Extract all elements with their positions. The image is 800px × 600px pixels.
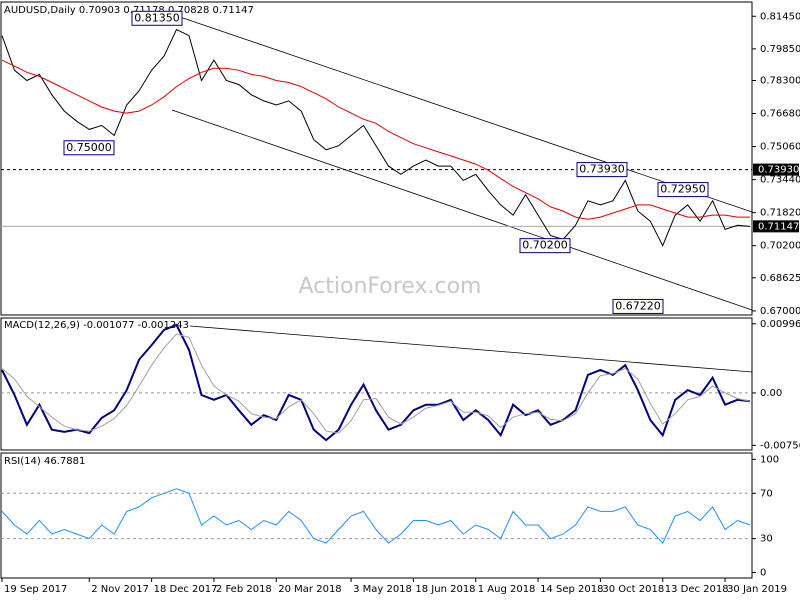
price-level-label: 0.71147	[758, 221, 799, 232]
annotation-label: 0.67220	[615, 299, 661, 312]
series-line	[1, 333, 751, 434]
y-tick-label: 0.70200	[760, 241, 800, 252]
y-tick-label: 0.73440	[760, 175, 800, 186]
series-line	[1, 488, 751, 544]
annotation-label: 0.81350	[134, 11, 180, 24]
annotation-label: 0.75000	[66, 141, 112, 154]
x-tick-label: 20 Mar 2018	[278, 584, 341, 595]
price-panel	[0, 1, 753, 316]
y-tick-label: 0.79850	[760, 44, 800, 55]
x-tick-label: 3 May 2018	[353, 584, 412, 595]
x-tick-label: 30 Oct 2018	[602, 584, 664, 595]
annotation-box	[612, 298, 664, 314]
y-tick-label: 0.81450	[760, 11, 800, 22]
y-tick-label: 0.67000	[760, 306, 800, 317]
series-line	[1, 59, 750, 220]
y-tick-label: 0.78300	[760, 75, 800, 86]
x-tick-label: 18 Jun 2018	[415, 584, 475, 595]
y-tick-label: 0.00	[760, 388, 782, 399]
trend-line	[179, 16, 753, 213]
trend-line	[189, 325, 753, 373]
x-tick-label: 2 Nov 2017	[91, 584, 149, 595]
x-tick-label: 13 Dec 2018	[665, 584, 729, 595]
y-tick-label: 70	[760, 488, 773, 499]
y-tick-label: 30	[760, 534, 773, 545]
x-tick-label: 2 Feb 2018	[216, 584, 272, 595]
x-tick-label: 19 Sep 2017	[4, 584, 67, 595]
annotation-label: 0.73930	[579, 163, 625, 176]
x-tick-label: 14 Sep 2018	[540, 584, 603, 595]
y-tick-label: -0.00756	[760, 440, 800, 451]
y-tick-label: 0.71820	[760, 208, 800, 219]
y-tick-label: 0	[760, 568, 766, 579]
annotation-box	[519, 238, 571, 254]
y-tick-label: 0.76680	[760, 109, 800, 120]
series-line	[1, 28, 751, 247]
series-line	[1, 323, 751, 442]
y-tick-label: 0.75060	[760, 142, 800, 153]
price-level-label: 0.73930	[758, 165, 799, 176]
annotation-box	[131, 10, 183, 26]
y-tick-label: 100	[760, 454, 779, 465]
trend-line	[171, 109, 753, 311]
annotation-label: 0.70200	[522, 239, 568, 252]
rsi-title: RSI(14) 46.7881	[4, 456, 85, 467]
annotation-box	[63, 140, 115, 156]
watermark: ActionForex.com	[299, 274, 482, 299]
price-level-box	[753, 220, 799, 233]
price-level-box	[753, 163, 799, 176]
annotation-label: 0.72950	[660, 183, 706, 196]
y-tick-label: 0.009964	[760, 319, 800, 330]
rsi-panel	[0, 452, 753, 579]
macd-title: MACD(12,26,9) -0.001077 -0.001243	[4, 320, 189, 331]
x-tick-label: 1 Aug 2018	[478, 584, 536, 595]
price-title: AUDUSD,Daily 0.70903 0.71178 0.70828 0.7…	[4, 5, 254, 16]
y-tick-label: 0.68625	[760, 273, 800, 284]
annotation-box	[576, 162, 628, 178]
x-tick-label: 30 Jan 2019	[727, 584, 787, 595]
x-tick-label: 18 Dec 2017	[154, 584, 218, 595]
macd-panel	[0, 317, 753, 451]
annotation-box	[657, 182, 709, 198]
